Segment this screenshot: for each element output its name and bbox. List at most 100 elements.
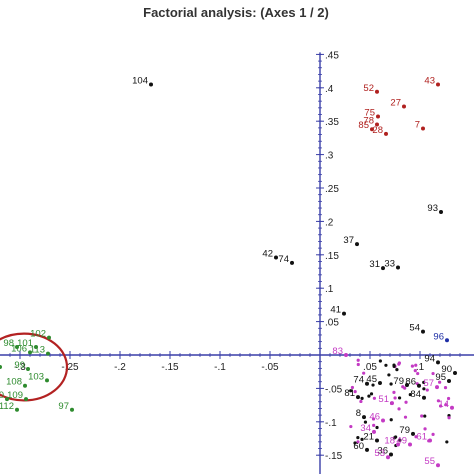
- cluster-ellipse-layer: [0, 332, 69, 402]
- cluster-dot: [372, 423, 376, 427]
- data-point: [390, 401, 394, 406]
- y-tick-label: .05: [325, 318, 339, 329]
- point-label: 94: [424, 353, 435, 364]
- data-point: [435, 385, 439, 390]
- point-label: 78: [363, 116, 374, 127]
- point-label: 75: [364, 108, 375, 119]
- data-point: [375, 89, 379, 94]
- point-label: 93: [427, 203, 438, 214]
- data-point: [436, 463, 440, 468]
- point-label: 42: [262, 248, 273, 259]
- cluster-dot: [408, 392, 412, 397]
- data-point: [46, 351, 50, 356]
- point-label: 53: [374, 448, 385, 459]
- data-point: [365, 447, 369, 452]
- data-point: [436, 360, 440, 365]
- data-point: [28, 350, 32, 355]
- data-point: [15, 344, 19, 349]
- point-label: 120: [0, 390, 4, 401]
- x-tick-label: -.15: [161, 362, 179, 373]
- x-tick-label: -.3: [14, 362, 26, 373]
- cluster-dot: [431, 371, 435, 376]
- point-label: 41: [330, 305, 341, 316]
- point-label: 104: [132, 75, 148, 86]
- point-label: 33: [384, 258, 395, 269]
- point-label: 37: [343, 235, 354, 246]
- y-tick-label: .1: [325, 284, 334, 295]
- data-point: [384, 131, 388, 136]
- data-point: [370, 127, 374, 132]
- cluster-dot: [436, 399, 441, 403]
- point-label: 86: [405, 377, 416, 388]
- point-label: 96: [433, 331, 444, 342]
- data-point: [274, 255, 278, 260]
- data-point: [447, 379, 451, 384]
- data-point: [356, 395, 360, 400]
- y-tick-label: .35: [325, 117, 339, 128]
- cluster-dot: [410, 364, 415, 368]
- cluster-dot: [350, 385, 355, 390]
- y-tick-label: .15: [325, 251, 339, 262]
- cluster-dot: [392, 363, 396, 367]
- point-label: 85: [358, 120, 369, 131]
- point-label: 109: [7, 390, 23, 401]
- cluster-dot: [447, 416, 451, 420]
- axes: -.3 -.25 -.2 -.15 -.1 -.05 .05 .1 .45 .4 .35 .3 .25.…: [0, 50, 474, 474]
- point-label: 108: [6, 377, 22, 388]
- cluster-dot: [445, 440, 449, 444]
- data-point: [396, 442, 400, 447]
- cluster-dot: [356, 362, 360, 367]
- cluster-dot: [356, 358, 360, 362]
- cluster-dot: [422, 387, 426, 391]
- cluster-dot: [414, 363, 418, 367]
- data-point: [417, 383, 421, 388]
- cluster-dot: [439, 404, 443, 408]
- point-label: 60: [353, 441, 364, 452]
- point-label: 55: [424, 456, 435, 467]
- cluster-dot: [360, 437, 364, 442]
- point-label: 61: [416, 432, 427, 443]
- point-label: 8: [356, 408, 361, 419]
- point-label: 102: [30, 329, 46, 340]
- data-point: [450, 405, 454, 410]
- cluster-dot: [423, 427, 427, 431]
- point-label: 97: [58, 401, 69, 412]
- cluster-dot: [392, 390, 396, 394]
- x-tick-label: .1: [416, 362, 425, 373]
- data-point: [386, 455, 390, 460]
- point-label: 14: [438, 399, 449, 410]
- data-point: [5, 397, 9, 402]
- cluster-dot: [389, 382, 393, 386]
- point-label: 51: [378, 394, 389, 405]
- data-point: [428, 438, 432, 443]
- data-point: [411, 431, 415, 436]
- point-label: 95: [435, 372, 446, 383]
- cluster-dot: [392, 436, 397, 440]
- point-label: 81: [344, 388, 355, 399]
- data-point: [389, 452, 393, 457]
- x-tick-label: -.1: [214, 362, 226, 373]
- cluster-dot: [360, 396, 364, 401]
- cluster-dot: [444, 403, 448, 407]
- data-point: [445, 338, 449, 343]
- data-point: [408, 442, 412, 447]
- cluster-dot: [356, 440, 360, 444]
- cluster-dot: [438, 380, 442, 384]
- cluster-dot: [414, 435, 418, 439]
- cluster-dot: [353, 390, 357, 394]
- data-point: [24, 397, 28, 402]
- cluster-dot: [397, 362, 401, 366]
- data-point: [422, 395, 426, 400]
- cluster-dot: [398, 438, 402, 442]
- point-label: 49: [396, 436, 407, 447]
- point-label: 18: [384, 436, 395, 447]
- point-label: 34: [360, 423, 371, 434]
- point-label: 79: [393, 376, 404, 387]
- point-label: 84: [410, 389, 421, 400]
- data-point: [421, 329, 425, 334]
- cluster-dot: [369, 392, 374, 396]
- data-point: [375, 438, 379, 443]
- cluster-scatter: [349, 358, 451, 448]
